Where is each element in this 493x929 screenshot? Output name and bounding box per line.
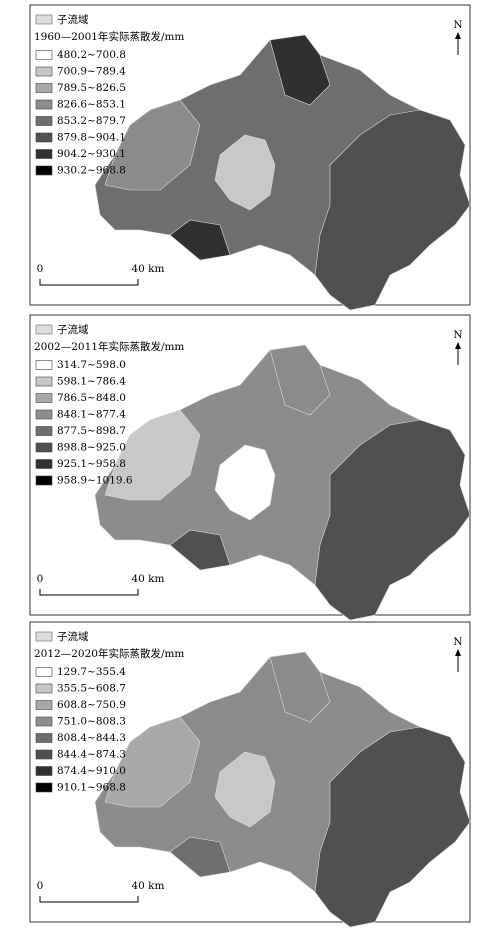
subbasin-region (314, 419, 471, 621)
legend-title: 子流域 (57, 13, 89, 26)
north-arrowhead (455, 342, 461, 349)
subbasin-region (169, 529, 231, 571)
legend-label: 898.8~925.0 (57, 442, 126, 454)
legend-swatch (35, 426, 53, 436)
subbasin-region (269, 34, 331, 106)
legend-label: 608.8~750.9 (57, 699, 126, 711)
legend-swatch (35, 393, 53, 403)
legend-swatch (35, 376, 53, 387)
subbasin-region (314, 726, 471, 928)
legend-subtitle: 2012—2020年实际蒸散发/mm (34, 647, 184, 660)
scale-bar (39, 896, 139, 903)
legend-subtitle: 1960—2001年实际蒸散发/mm (34, 30, 184, 43)
subbasin-region (104, 99, 201, 191)
legend-label: 874.4~910.0 (57, 765, 126, 777)
legend-swatch (35, 766, 53, 776)
legend-swatch (35, 667, 53, 677)
north-label: N (453, 636, 462, 648)
legend-swatch (35, 475, 53, 486)
legend-label: 786.5~848.0 (57, 392, 126, 404)
legend-label: 826.6~853.1 (57, 99, 126, 111)
legend-swatch (35, 442, 53, 453)
legend-label: 314.7~598.0 (57, 359, 126, 371)
subbasin-region (169, 836, 231, 878)
legend-swatch (35, 409, 53, 420)
legend-swatch (35, 66, 53, 77)
north-label: N (453, 329, 462, 341)
legend-swatch (35, 360, 53, 370)
legend-label: 480.2~700.8 (57, 49, 126, 61)
subbasin-region (269, 344, 331, 416)
legend-subtitle: 2002—2011年实际蒸散发/mm (34, 340, 184, 353)
legend-label: 853.2~879.7 (57, 115, 126, 127)
subbasin-region (214, 134, 276, 211)
legend-swatch (35, 149, 53, 159)
legend-label: 848.1~877.4 (57, 409, 126, 421)
subbasin-region (314, 109, 471, 311)
legend-title: 子流域 (57, 323, 89, 336)
subbasin-region (214, 751, 276, 828)
legend-swatch (35, 749, 53, 760)
north-label: N (453, 19, 462, 31)
north-arrowhead (455, 32, 461, 39)
legend-label: 789.5~826.5 (57, 82, 126, 94)
legend-swatch (35, 324, 53, 335)
map-panel: 子流域 2002—2011年实际蒸散发/mm 314.7~598.0 598.1~78… (29, 314, 471, 621)
legend-swatch (35, 165, 53, 176)
legend-label: 808.4~844.3 (57, 732, 126, 744)
legend-label: 844.4~874.3 (57, 749, 126, 761)
legend-label: 958.9~1019.6 (57, 475, 133, 487)
subbasin-region (104, 716, 201, 808)
legend-swatch (35, 782, 53, 793)
scale-start: 0 (37, 880, 44, 892)
legend-label: 355.5~608.7 (57, 683, 126, 695)
legend-swatch (35, 132, 53, 143)
legend-swatch (35, 459, 53, 469)
legend-label: 904.2~930.1 (57, 148, 126, 160)
legend-swatch (35, 14, 53, 25)
scale-end: 40 km (131, 880, 164, 892)
subbasin-region (269, 651, 331, 723)
scale-end: 40 km (131, 263, 164, 275)
map-panel: 子流域 2012—2020年实际蒸散发/mm 129.7~355.4 355.5~60… (29, 621, 471, 928)
legend-swatch (35, 716, 53, 727)
legend-swatch (35, 683, 53, 694)
subbasin-region (104, 409, 201, 501)
legend-label: 925.1~958.8 (57, 458, 126, 470)
legend-label: 129.7~355.4 (57, 666, 126, 678)
legend-swatch (35, 733, 53, 743)
north-arrowhead (455, 649, 461, 656)
legend-label: 910.1~968.8 (57, 782, 126, 794)
legend-swatch (35, 116, 53, 126)
legend-label: 700.9~789.4 (57, 66, 126, 78)
scale-bar (39, 589, 139, 596)
legend-label: 879.8~904.1 (57, 132, 126, 144)
legend-swatch (35, 700, 53, 710)
subbasin-region (169, 219, 231, 261)
legend-swatch (35, 83, 53, 93)
legend-swatch (35, 99, 53, 110)
legend-label: 877.5~898.7 (57, 425, 126, 437)
legend-label: 751.0~808.3 (57, 716, 126, 728)
legend-label: 598.1~786.4 (57, 376, 126, 388)
scale-start: 0 (37, 263, 44, 275)
legend-title: 子流域 (57, 630, 89, 643)
scale-end: 40 km (131, 573, 164, 585)
scale-start: 0 (37, 573, 44, 585)
subbasin-region (214, 444, 276, 521)
scale-bar (39, 279, 139, 286)
map-panel: 子流域 1960—2001年实际蒸散发/mm 480.2~700.8 700.9~78… (29, 4, 471, 311)
legend-label: 930.2~968.8 (57, 165, 126, 177)
legend-swatch (35, 50, 53, 60)
legend-swatch (35, 631, 53, 642)
